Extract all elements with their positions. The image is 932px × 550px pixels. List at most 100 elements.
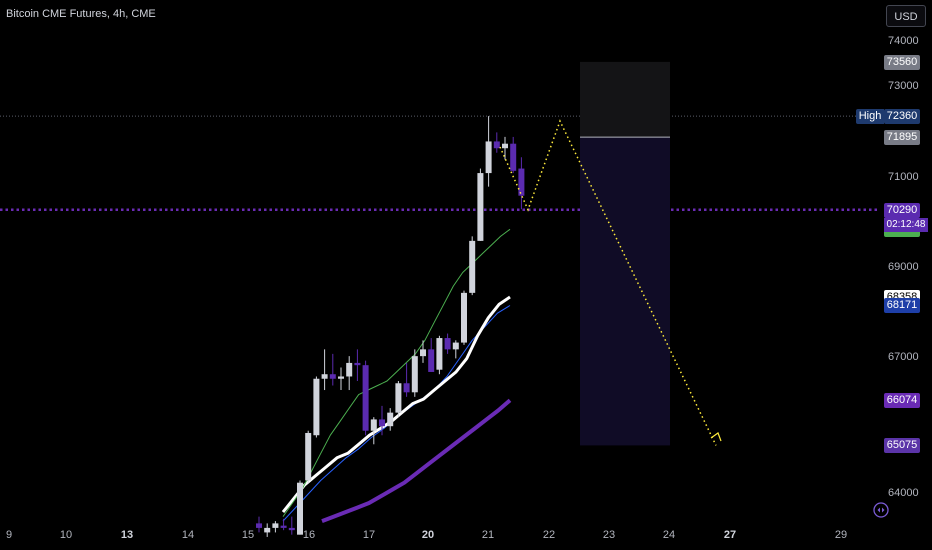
- price-label: 71000: [888, 170, 919, 183]
- candle-body: [329, 374, 336, 379]
- candle: [436, 335, 443, 375]
- candles: [256, 116, 525, 537]
- candle-body: [256, 523, 262, 528]
- price-tag: 68171: [884, 298, 920, 314]
- candle: [485, 116, 492, 187]
- candle: [297, 480, 303, 535]
- price-label: 73000: [888, 80, 919, 93]
- candle: [493, 132, 500, 153]
- time-label: 17: [362, 529, 376, 541]
- projection-arrowhead: [710, 432, 722, 442]
- candle: [444, 333, 451, 354]
- candle: [403, 362, 410, 397]
- moving-averages: [281, 228, 512, 523]
- candle-body: [379, 419, 385, 427]
- price-tag: 73560: [884, 54, 920, 70]
- candle: [461, 290, 467, 345]
- candle-body: [493, 141, 500, 149]
- candle-body: [338, 376, 344, 379]
- price-label: 74000: [888, 35, 919, 47]
- candle-body: [469, 240, 476, 293]
- candle: [411, 349, 418, 397]
- chart-title: Bitcoin CME Futures, 4h, CME: [6, 8, 156, 20]
- candle-body: [444, 338, 451, 350]
- candle-body: [313, 378, 320, 436]
- time-label: 24: [662, 529, 676, 541]
- high-label: High: [856, 109, 884, 124]
- ema-slow-line: [321, 398, 512, 523]
- price-label: 64000: [888, 487, 919, 499]
- currency-button[interactable]: USD: [886, 5, 926, 27]
- time-label: 14: [181, 529, 195, 541]
- time-label: 29: [834, 529, 848, 541]
- candle: [502, 136, 508, 160]
- candle: [272, 521, 279, 533]
- candle: [395, 381, 402, 418]
- candle-body: [420, 349, 426, 357]
- candle-body: [362, 365, 369, 431]
- candle-body: [518, 168, 525, 196]
- candle: [305, 430, 312, 483]
- projection-line: [499, 119, 717, 446]
- candle-body: [510, 143, 517, 171]
- candle-body: [305, 432, 312, 481]
- candle: [370, 417, 377, 445]
- candle-body: [485, 141, 492, 174]
- price-tag: 70290: [884, 202, 920, 218]
- candle: [469, 236, 476, 296]
- time-label: 15: [241, 529, 255, 541]
- candle: [256, 516, 262, 533]
- position-box-0: [580, 61, 670, 138]
- position-boxes: [580, 61, 670, 446]
- price-label: 67000: [888, 351, 919, 364]
- price-tag: 72360: [884, 109, 920, 125]
- horizontal-lines: [0, 115, 880, 211]
- candle: [428, 338, 435, 372]
- candle: [518, 157, 525, 210]
- price-tag: 71895: [884, 130, 920, 146]
- time-label: 9: [5, 529, 13, 541]
- time-label: 27: [723, 529, 737, 541]
- candle-body: [321, 374, 328, 379]
- candle: [346, 356, 353, 391]
- candle-body: [461, 292, 467, 343]
- candle-body: [280, 525, 287, 528]
- time-label: 20: [421, 529, 435, 541]
- candle: [452, 340, 459, 359]
- position-box-1: [580, 137, 670, 446]
- time-label: 16: [302, 529, 316, 541]
- projection-path: [499, 119, 722, 446]
- candle-body: [346, 362, 353, 377]
- ema-mid-line: [281, 295, 511, 514]
- candle: [321, 349, 328, 391]
- candle-body: [288, 527, 295, 531]
- candle-body: [403, 383, 410, 393]
- candle: [477, 168, 484, 241]
- candle-body: [395, 383, 402, 413]
- candle: [420, 340, 426, 363]
- candle-body: [264, 527, 271, 533]
- price-tag: 66074: [884, 393, 920, 409]
- candle-body: [370, 419, 377, 431]
- candle: [313, 376, 320, 438]
- candle: [329, 353, 336, 386]
- candle: [387, 408, 394, 431]
- time-label: 10: [59, 529, 73, 541]
- candle: [354, 349, 361, 381]
- time-label: 21: [481, 529, 495, 541]
- candle: [338, 367, 344, 391]
- candle-body: [436, 338, 443, 370]
- time-label: 13: [120, 529, 134, 541]
- time-label: 23: [602, 529, 616, 541]
- candle: [264, 523, 271, 537]
- candle-body: [272, 523, 279, 528]
- candle-body: [297, 482, 303, 535]
- candle-body: [452, 342, 459, 350]
- time-label: 22: [542, 529, 556, 541]
- candle-body: [477, 173, 484, 241]
- bar-countdown: 02:12:48: [884, 218, 928, 232]
- price-label: 69000: [888, 261, 919, 273]
- candle-body: [354, 362, 361, 366]
- tradingview-logo-icon[interactable]: [873, 502, 889, 518]
